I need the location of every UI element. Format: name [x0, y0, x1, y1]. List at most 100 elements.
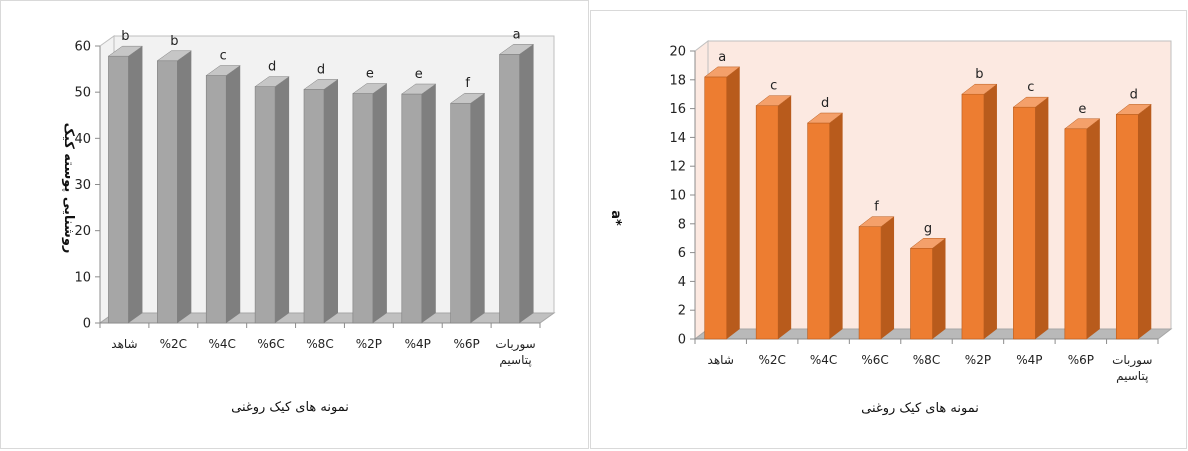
y-tick-label: 18	[669, 73, 686, 88]
significance-letter: d	[821, 96, 829, 111]
bar-top	[107, 45, 144, 57]
bar	[806, 112, 844, 340]
bar-side	[421, 84, 436, 323]
y-tick-label: 20	[669, 45, 686, 60]
x-tick-label: %2P	[965, 353, 991, 367]
bar-top	[703, 66, 741, 78]
y-tick-label: 0	[83, 317, 91, 332]
x-tick-label: %4C	[810, 353, 837, 367]
y-tick-label: 50	[74, 86, 91, 101]
bar	[449, 92, 486, 324]
bar-front	[1013, 106, 1036, 340]
bar-side	[324, 79, 338, 323]
bar-front	[157, 60, 178, 324]
x-tick-label: %2C	[160, 337, 187, 351]
y-tick-label: 10	[74, 270, 91, 285]
x-tick-label: %4P	[405, 337, 431, 351]
y-tick-label: 6	[678, 246, 686, 261]
significance-letter: e	[1078, 102, 1086, 117]
chart-border	[590, 10, 1187, 449]
bar	[254, 76, 290, 324]
significance-letter: e	[366, 67, 374, 82]
significance-letter: c	[220, 49, 227, 64]
y-tick-label: 30	[74, 178, 91, 193]
x-tick-label: %2C	[758, 353, 785, 367]
y-tick-label: 60	[74, 40, 91, 55]
bar-top	[961, 83, 998, 95]
bar-side	[275, 76, 290, 323]
chart-border	[0, 0, 589, 449]
chart-panel-lightness: 0 10 20 30 40 50 60 b شاهد b %2C c %4C d %6C d %8C e %2P e%…	[0, 0, 590, 451]
bar-top	[909, 238, 947, 249]
x-tick-label: %8C	[913, 353, 940, 367]
bar-front	[961, 93, 985, 340]
y-tick-label: 20	[74, 224, 91, 239]
bar	[755, 95, 792, 340]
bar-side	[881, 216, 895, 339]
y-tick-label: 4	[678, 275, 686, 290]
bar-top	[205, 65, 242, 76]
significance-letter: d	[317, 62, 325, 77]
x-tick-label: %6C	[861, 353, 888, 367]
x-tick-label: %2P	[356, 337, 382, 351]
bar	[303, 79, 339, 324]
bar-top	[400, 83, 437, 95]
y-axis-title: a*	[608, 210, 623, 226]
y-tick-label: 2	[678, 304, 686, 319]
bar-front	[1115, 114, 1139, 340]
bar	[205, 65, 242, 324]
significance-letter: a	[718, 50, 726, 65]
bar-front	[303, 89, 325, 324]
bar-front	[352, 93, 374, 324]
y-tick-label: 12	[669, 160, 686, 175]
significance-letter: f	[465, 76, 470, 91]
bar	[1012, 96, 1050, 340]
x-tick-label: %8C	[306, 337, 333, 351]
bar-top	[352, 83, 388, 94]
bar	[703, 66, 741, 340]
bar-front	[108, 55, 129, 324]
bar-top	[303, 79, 339, 90]
y-axis-title: روشنایی پوسته کیک	[61, 123, 76, 254]
significance-letter: b	[975, 67, 983, 82]
redness-bar-chart: 0 2 4 6 8 10 12 14 16 18 20 a شاهد c %2C d %4C f %6C g %8C b%…	[590, 10, 1187, 449]
x-tick-label: شاهد	[111, 337, 137, 351]
bar-side	[1035, 97, 1049, 339]
x-tick-label: %4P	[1016, 353, 1042, 367]
significance-letter: g	[924, 221, 932, 236]
y-tick-label: 8	[678, 217, 686, 232]
bar-top	[498, 44, 535, 55]
bar-side	[932, 238, 946, 339]
bar-top	[858, 216, 895, 227]
bar-side	[519, 44, 534, 324]
bar	[1064, 118, 1101, 340]
bar	[909, 238, 947, 340]
lightness-bar-chart: 0 10 20 30 40 50 60 b شاهد b %2C c %4C d %6C d %8C e %2P e%…	[0, 0, 589, 449]
bar-front	[450, 102, 471, 324]
x-axis-title: نمونه های کیک روغنی	[231, 400, 349, 415]
bar-front	[755, 105, 779, 340]
bar-side	[726, 66, 740, 340]
x-tick-label: شاهد	[708, 353, 734, 367]
bar-top	[755, 95, 792, 106]
bar-side	[177, 50, 192, 323]
bar-side	[778, 95, 792, 339]
bar-top	[806, 112, 844, 124]
significance-letter: e	[415, 67, 423, 82]
significance-letter: c	[770, 79, 777, 94]
bar	[498, 44, 535, 324]
bar-front	[910, 247, 933, 340]
bar-side	[1086, 118, 1100, 339]
y-tick-label: 10	[669, 189, 686, 204]
x-axis-title: نمونه های کیک روغنی	[861, 401, 979, 416]
bar	[858, 216, 895, 340]
y-tick-label: 40	[74, 132, 91, 147]
x-tick-label: %6C	[257, 337, 284, 351]
significance-letter: f	[874, 200, 879, 215]
bar-side	[1138, 104, 1152, 339]
y-tick-label: 14	[669, 131, 686, 146]
bar-top	[156, 50, 193, 62]
bar-front	[499, 54, 520, 324]
bar-front	[205, 75, 227, 324]
bar	[107, 45, 144, 324]
